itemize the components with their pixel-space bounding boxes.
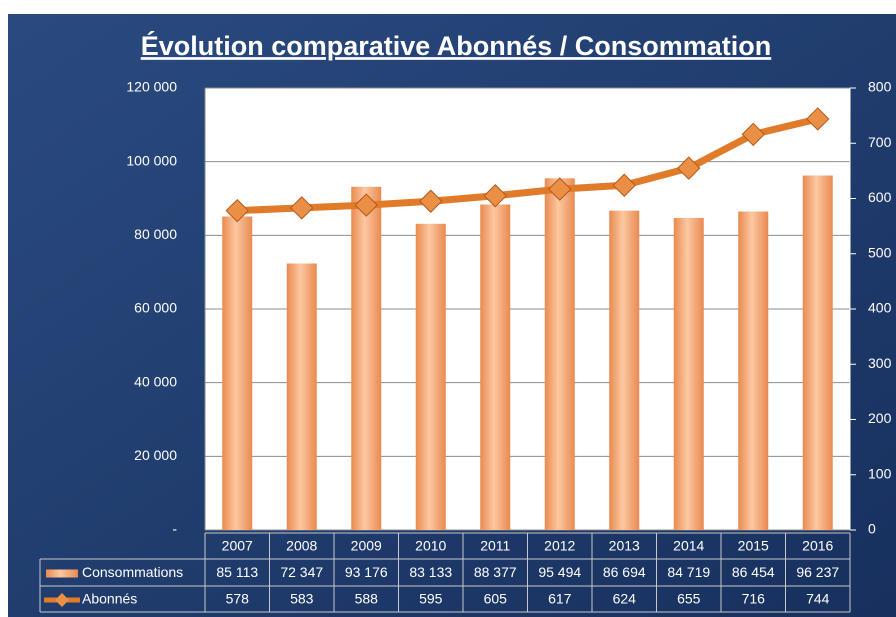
- y2-tick-label: 700: [868, 134, 892, 150]
- x-tick-label: 2014: [673, 538, 704, 554]
- x-tick-label: 2011: [480, 538, 510, 554]
- y2-tick-label: 400: [868, 300, 892, 316]
- table-value: 744: [806, 591, 830, 607]
- table-value: 617: [548, 591, 572, 607]
- y2-tick-label: 500: [868, 244, 892, 260]
- x-tick-label: 2015: [738, 538, 769, 554]
- bar: [802, 175, 833, 531]
- table-value: 624: [613, 591, 637, 607]
- marker: [419, 189, 443, 213]
- marker: [483, 184, 507, 208]
- marker: [806, 107, 830, 131]
- table-value: 578: [226, 591, 250, 607]
- y2-tick-label: 300: [868, 355, 892, 371]
- x-tick-label: 2009: [351, 538, 382, 554]
- marker: [354, 193, 378, 217]
- marker: [677, 156, 701, 180]
- table-value: 595: [419, 591, 443, 607]
- bar: [286, 263, 317, 530]
- table-value: 716: [742, 591, 766, 607]
- table-value: 588: [355, 591, 379, 607]
- bar: [609, 210, 640, 530]
- y2-tick-label: 600: [868, 189, 892, 205]
- marker: [612, 173, 636, 197]
- table-value: 72 347: [280, 564, 323, 580]
- x-tick-label: 2016: [802, 538, 833, 554]
- bar: [351, 186, 382, 530]
- x-tick-label: 2013: [609, 538, 640, 554]
- marker: [225, 198, 249, 223]
- legend-key: [55, 593, 69, 607]
- x-tick-label: 2008: [286, 538, 317, 554]
- y-tick-label: 80 000: [134, 226, 177, 242]
- table-value: 655: [677, 591, 701, 607]
- table-value: 85 113: [216, 564, 258, 580]
- y2-tick-label: 200: [868, 410, 892, 426]
- bar: [673, 217, 704, 530]
- y2-tick-label: 0: [868, 521, 876, 537]
- table-value: 88 377: [474, 564, 517, 580]
- table-value: 583: [290, 591, 314, 607]
- table-value: 93 176: [345, 564, 388, 580]
- y-tick-label: 100 000: [126, 152, 177, 168]
- x-tick-label: 2007: [222, 538, 253, 554]
- y-tick-label: 40 000: [134, 373, 177, 389]
- bar: [415, 223, 446, 530]
- legend-label: Abonnés: [82, 591, 137, 607]
- table-value: 86 694: [603, 564, 646, 580]
- x-tick-label: 2012: [544, 538, 575, 554]
- x-tick-label: 2010: [415, 538, 446, 554]
- y-tick-label: -: [172, 521, 177, 537]
- marker: [548, 177, 572, 201]
- bar: [222, 216, 253, 531]
- chart-title: Évolution comparative Abonnés / Consomma…: [141, 30, 772, 61]
- bar: [738, 211, 769, 530]
- legend-label: Consommations: [82, 564, 183, 580]
- table-value: 605: [484, 591, 508, 607]
- table-value: 96 237: [796, 564, 839, 580]
- y-tick-label: 20 000: [134, 447, 177, 463]
- y2-tick-label: 100: [868, 465, 892, 481]
- table-value: 95 494: [538, 564, 581, 580]
- legend-key: [46, 569, 78, 578]
- y-tick-label: 60 000: [134, 300, 177, 316]
- table-value: 86 454: [732, 564, 775, 580]
- table-value: 83 133: [409, 564, 452, 580]
- marker: [741, 122, 765, 147]
- table-value: 84 719: [667, 564, 710, 580]
- line: [237, 115, 819, 215]
- bar: [544, 178, 575, 530]
- y-tick-label: 120 000: [126, 79, 177, 95]
- marker: [290, 196, 314, 220]
- bar: [480, 204, 511, 531]
- y2-tick-label: 800: [868, 79, 892, 95]
